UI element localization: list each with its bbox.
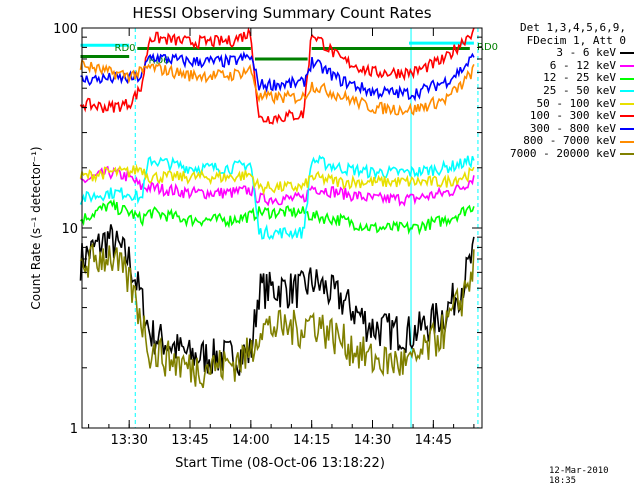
x-tick-label: 14:30 [354,433,391,448]
x-tick-label: 13:30 [110,433,147,448]
legend-entry: 12 - 25 keV [484,72,634,85]
y-tick-label: 100 [53,22,78,37]
legend-entry: 50 - 100 keV [484,96,634,111]
legend-entry: 300 - 800 keV [484,121,634,136]
legend-entry: 800 - 7000 keV [484,135,634,148]
x-tick-label: 14:15 [293,433,330,448]
legend-label: 300 - 800 keV [529,121,616,135]
legend-entry: 7000 - 20000 keV [484,146,634,161]
series-line-3 [79,154,475,241]
y-tick-label: 1 [70,422,78,437]
legend: Det 1,3,4,5,6,9, FDecim 1, Att 0 3 - 6 k… [484,21,634,161]
legend-entry: 6 - 12 keV [484,58,634,73]
legend-label: 3 - 6 keV [556,46,616,60]
x-tick-label: 13:45 [171,433,208,448]
legend-swatch [620,65,634,68]
series-line-0 [79,224,475,377]
series-line-1 [80,165,475,207]
legend-header-1: Det 1,3,4,5,6,9, [520,21,626,34]
legend-entry: 3 - 6 keV [484,47,634,60]
legend-label: 50 - 100 keV [536,96,616,110]
y-axis-label: Count Rate (s⁻¹ detector⁻¹) [29,146,43,309]
legend-swatch [620,128,634,131]
legend-swatch [620,90,634,93]
legend-entry: 25 - 50 keV [484,83,634,98]
legend-label: 800 - 7000 keV [523,134,616,148]
y-tick-label: 10 [61,222,78,237]
series-line-5 [79,26,475,125]
overlay-label: RD0 [115,43,136,54]
legend-label: 100 - 300 keV [529,109,616,123]
legend-label: 7000 - 20000 keV [510,146,616,160]
series-line-8 [79,242,475,389]
legend-label: 12 - 25 keV [543,71,616,85]
chart-title: HESSI Observing Summary Count Rates [132,4,431,22]
series-line-7 [79,59,475,116]
overlay-label: RD0 [477,42,498,53]
legend-swatch [620,52,634,55]
legend-swatch [620,77,634,80]
x-tick-label: 14:00 [232,433,269,448]
series-line-2 [79,198,475,236]
x-tick-label: 14:45 [415,433,452,448]
legend-swatch [620,153,634,156]
legend-entry: 100 - 300 keV [484,110,634,123]
legend-header-2: FDecim 1, Att 0 [526,33,626,47]
series-line-4 [79,163,475,196]
legend-swatch [620,102,634,105]
series-line-6 [80,50,475,102]
legend-swatch [620,115,634,118]
legend-swatch [620,140,634,143]
legend-label: 25 - 50 keV [543,83,616,97]
legend-label: 6 - 12 keV [549,58,616,72]
x-axis-label: Start Time (08-Oct-06 13:18:22) [175,456,385,471]
generation-timestamp: 12-Mar-2010 18:35 [549,466,609,486]
